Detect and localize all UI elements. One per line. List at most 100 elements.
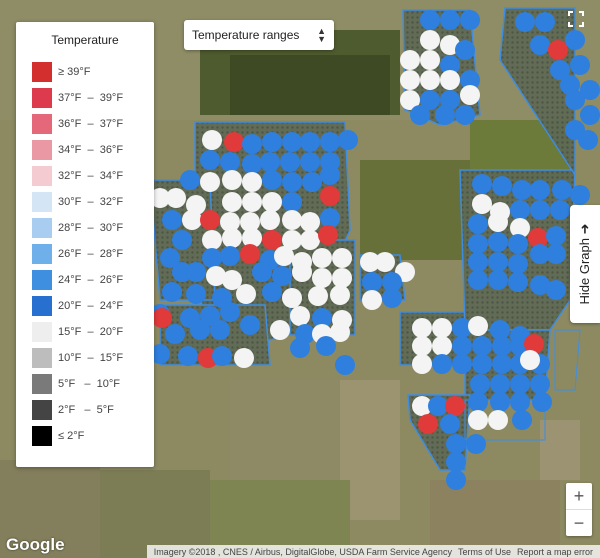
temperature-marker[interactable] bbox=[160, 248, 180, 268]
temperature-marker[interactable] bbox=[382, 288, 402, 308]
temperature-marker[interactable] bbox=[262, 170, 282, 190]
temperature-marker[interactable] bbox=[445, 396, 465, 416]
temperature-marker[interactable] bbox=[432, 318, 452, 338]
temperature-marker[interactable] bbox=[222, 270, 242, 290]
temperature-marker[interactable] bbox=[515, 12, 535, 32]
hide-graph-button[interactable]: Hide Graph ➜ bbox=[570, 205, 600, 323]
temperature-marker[interactable] bbox=[290, 306, 310, 326]
temperature-marker[interactable] bbox=[260, 152, 280, 172]
terms-of-use-link[interactable]: Terms of Use bbox=[457, 546, 511, 557]
temperature-marker[interactable] bbox=[472, 194, 492, 214]
temperature-marker[interactable] bbox=[220, 302, 240, 322]
temperature-marker[interactable] bbox=[262, 230, 282, 250]
temperature-marker[interactable] bbox=[510, 392, 530, 412]
temperature-marker[interactable] bbox=[318, 225, 338, 245]
temperature-ranges-select[interactable]: Temperature ranges ▲ ▼ bbox=[184, 20, 334, 50]
temperature-marker[interactable] bbox=[412, 396, 432, 416]
temperature-marker[interactable] bbox=[528, 228, 548, 248]
temperature-marker[interactable] bbox=[468, 270, 488, 290]
temperature-marker[interactable] bbox=[300, 230, 320, 250]
temperature-marker[interactable] bbox=[468, 410, 488, 430]
temperature-marker[interactable] bbox=[300, 152, 320, 172]
temperature-marker[interactable] bbox=[240, 212, 260, 232]
temperature-marker[interactable] bbox=[152, 308, 172, 328]
temperature-marker[interactable] bbox=[490, 320, 510, 340]
temperature-marker[interactable] bbox=[222, 170, 242, 190]
temperature-marker[interactable] bbox=[510, 218, 530, 238]
temperature-marker[interactable] bbox=[290, 338, 310, 358]
temperature-marker[interactable] bbox=[180, 170, 200, 190]
temperature-marker[interactable] bbox=[400, 90, 420, 110]
temperature-marker[interactable] bbox=[338, 130, 358, 150]
temperature-marker[interactable] bbox=[530, 275, 550, 295]
temperature-marker[interactable] bbox=[316, 336, 336, 356]
temperature-marker[interactable] bbox=[412, 318, 432, 338]
temperature-marker[interactable] bbox=[262, 132, 282, 152]
temperature-marker[interactable] bbox=[452, 336, 472, 356]
temperature-marker[interactable] bbox=[382, 272, 402, 292]
temperature-marker[interactable] bbox=[488, 212, 508, 232]
temperature-marker[interactable] bbox=[202, 230, 222, 250]
temperature-marker[interactable] bbox=[234, 348, 254, 368]
temperature-marker[interactable] bbox=[472, 354, 492, 374]
temperature-marker[interactable] bbox=[240, 244, 260, 264]
temperature-marker[interactable] bbox=[186, 262, 206, 282]
temperature-marker[interactable] bbox=[282, 172, 302, 192]
temperature-marker[interactable] bbox=[508, 254, 528, 274]
temperature-marker[interactable] bbox=[178, 346, 198, 366]
temperature-marker[interactable] bbox=[186, 195, 206, 215]
temperature-marker[interactable] bbox=[312, 248, 332, 268]
temperature-marker[interactable] bbox=[420, 70, 440, 90]
temperature-marker[interactable] bbox=[220, 246, 240, 266]
temperature-marker[interactable] bbox=[508, 272, 528, 292]
temperature-marker[interactable] bbox=[262, 282, 282, 302]
temperature-marker[interactable] bbox=[432, 354, 452, 374]
temperature-marker[interactable] bbox=[210, 320, 230, 340]
temperature-marker[interactable] bbox=[550, 60, 570, 80]
temperature-marker[interactable] bbox=[410, 105, 430, 125]
temperature-marker[interactable] bbox=[432, 336, 452, 356]
temperature-marker[interactable] bbox=[565, 90, 585, 110]
temperature-marker[interactable] bbox=[468, 252, 488, 272]
temperature-marker[interactable] bbox=[512, 180, 532, 200]
temperature-marker[interactable] bbox=[172, 262, 192, 282]
temperature-marker[interactable] bbox=[242, 134, 262, 154]
temperature-marker[interactable] bbox=[200, 210, 220, 230]
temperature-marker[interactable] bbox=[222, 228, 242, 248]
temperature-marker[interactable] bbox=[452, 354, 472, 374]
temperature-marker[interactable] bbox=[172, 230, 192, 250]
temperature-marker[interactable] bbox=[488, 410, 508, 430]
temperature-marker[interactable] bbox=[490, 392, 510, 412]
temperature-marker[interactable] bbox=[200, 150, 220, 170]
temperature-marker[interactable] bbox=[212, 346, 232, 366]
temperature-marker[interactable] bbox=[200, 172, 220, 192]
temperature-marker[interactable] bbox=[472, 174, 492, 194]
temperature-marker[interactable] bbox=[440, 10, 460, 30]
temperature-marker[interactable] bbox=[472, 336, 492, 356]
temperature-marker[interactable] bbox=[240, 315, 260, 335]
temperature-marker[interactable] bbox=[200, 306, 220, 326]
temperature-marker[interactable] bbox=[570, 55, 590, 75]
temperature-marker[interactable] bbox=[252, 262, 272, 282]
temperature-marker[interactable] bbox=[282, 132, 302, 152]
temperature-marker[interactable] bbox=[272, 266, 292, 286]
temperature-marker[interactable] bbox=[150, 188, 170, 208]
temperature-marker[interactable] bbox=[280, 152, 300, 172]
temperature-marker[interactable] bbox=[186, 284, 206, 304]
temperature-marker[interactable] bbox=[468, 316, 488, 336]
temperature-marker[interactable] bbox=[312, 308, 332, 328]
temperature-marker[interactable] bbox=[420, 50, 440, 70]
temperature-marker[interactable] bbox=[202, 130, 222, 150]
temperature-marker[interactable] bbox=[418, 414, 438, 434]
temperature-marker[interactable] bbox=[224, 132, 244, 152]
temperature-marker[interactable] bbox=[510, 200, 530, 220]
temperature-marker[interactable] bbox=[455, 105, 475, 125]
temperature-marker[interactable] bbox=[222, 192, 242, 212]
temperature-marker[interactable] bbox=[492, 336, 512, 356]
temperature-marker[interactable] bbox=[530, 180, 550, 200]
report-map-error-link[interactable]: Report a map error bbox=[516, 546, 593, 557]
temperature-marker[interactable] bbox=[446, 452, 466, 472]
temperature-marker[interactable] bbox=[206, 266, 226, 286]
temperature-marker[interactable] bbox=[524, 334, 544, 354]
temperature-marker[interactable] bbox=[165, 324, 185, 344]
